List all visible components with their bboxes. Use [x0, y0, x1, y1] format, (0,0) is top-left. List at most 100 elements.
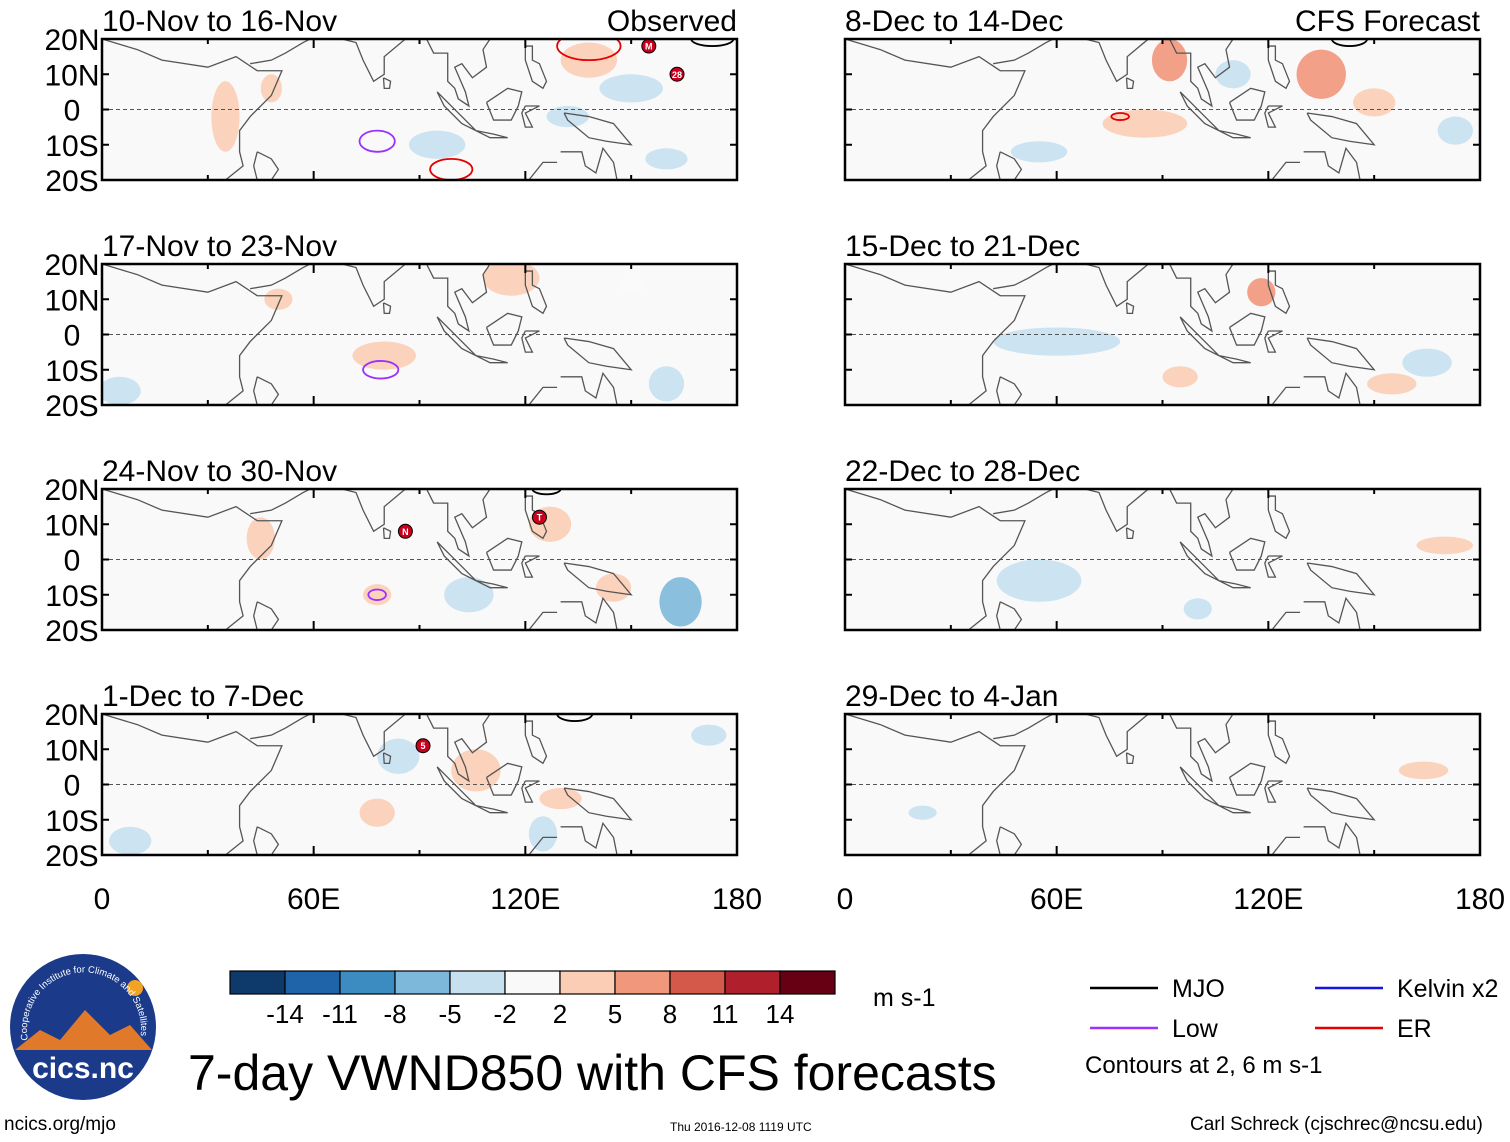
logo-mountains — [15, 1010, 152, 1050]
shading-patch — [1151, 39, 1188, 82]
storm-marker: 5 — [415, 738, 431, 754]
storm-id: 28 — [672, 70, 682, 80]
y-tick-label: 10S — [45, 130, 98, 163]
philippines-coast — [524, 270, 548, 315]
panel-field: 5 — [102, 714, 737, 855]
y-tick-label: 0 — [64, 545, 81, 578]
x-tick-label: 0 — [837, 883, 854, 916]
java-coast — [1218, 580, 1251, 589]
new-guinea-coast — [563, 112, 633, 146]
contour-legend: MJO Kelvin x2 Low ER — [1090, 975, 1498, 1043]
colorbar-label: 11 — [712, 999, 739, 1029]
sulawesi-coast — [521, 555, 540, 578]
australia-north-coast — [1303, 371, 1361, 405]
india-coast — [341, 489, 406, 533]
footer-timestamp: Thu 2016-12-08 1119 UTC — [670, 1120, 812, 1134]
y-tick-label: 20S — [45, 615, 98, 648]
legend-label: Kelvin x2 — [1397, 975, 1498, 1003]
java-coast — [1218, 130, 1251, 139]
sulawesi-coast — [521, 330, 540, 353]
australia-north-coast — [560, 371, 618, 405]
colorbar-swatch — [339, 970, 396, 995]
australia-west-coast — [528, 836, 558, 855]
shading-patch — [1010, 141, 1068, 163]
y-tick-label: 0 — [64, 770, 81, 803]
footer-website: ncics.org/mjo — [4, 1114, 116, 1135]
africa-coast — [845, 39, 1026, 180]
shading-patch — [645, 148, 688, 170]
borneo-coast — [1228, 312, 1266, 346]
india-coast — [1084, 489, 1149, 533]
shading-patch — [539, 788, 582, 810]
india-coast — [341, 714, 406, 758]
shading-patch — [246, 517, 275, 560]
shading-patch — [996, 559, 1082, 602]
y-tick-label: 10S — [45, 580, 98, 613]
philippines-coast — [524, 720, 548, 765]
panel-title: 29-Dec to 4-Jan — [845, 680, 1058, 713]
colorbar-label: 14 — [766, 999, 795, 1029]
y-tick-label: 20N — [44, 699, 99, 732]
australia-north-coast — [560, 596, 618, 630]
shading-patch — [648, 366, 685, 402]
australia-north-coast — [1303, 146, 1361, 180]
india-coast — [1084, 264, 1149, 308]
indochina-coast — [1168, 264, 1234, 333]
sulawesi-coast — [1264, 555, 1283, 578]
colorbar-label: -8 — [383, 999, 406, 1029]
panel-title: 8-Dec to 14-Dec — [845, 5, 1063, 38]
australia-west-coast — [1271, 161, 1301, 180]
shading-patch — [993, 327, 1121, 356]
x-tick-label: 60E — [287, 883, 340, 916]
sri-lanka-coast — [1125, 302, 1135, 315]
shading-patch — [352, 341, 416, 370]
arabia-coast — [993, 39, 1054, 65]
arabia-coast — [250, 264, 311, 290]
storm-icon — [531, 509, 547, 525]
storm-icon — [397, 523, 413, 539]
shading-patch — [1437, 116, 1473, 145]
colorbar-label: -2 — [493, 999, 516, 1029]
shading-patch — [659, 577, 702, 627]
sri-lanka-coast — [1125, 77, 1135, 89]
sri-lanka-coast — [1125, 752, 1135, 764]
shading-patch — [377, 738, 420, 774]
colorbar-label: -11 — [322, 999, 358, 1029]
indochina-coast — [425, 264, 491, 333]
java-coast — [475, 355, 508, 364]
shading-patch — [363, 584, 392, 606]
indochina-coast — [1168, 489, 1234, 558]
contour-low — [367, 588, 387, 601]
australia-west-coast — [528, 161, 558, 180]
shading-patch — [691, 724, 727, 746]
panel-8: 29-Dec to 4-Jan 0 60E 120E 180 — [837, 680, 1505, 916]
colorbar-swatch — [229, 970, 286, 995]
australia-north-coast — [560, 821, 618, 855]
storm-id: M — [645, 42, 653, 52]
shading-patch — [264, 288, 293, 310]
figure-title: 7-day VWND850 with CFS forecasts — [188, 1045, 997, 1101]
colorbar-swatch — [504, 970, 561, 995]
panel-field — [845, 264, 1480, 405]
y-tick-label: 20S — [45, 840, 98, 873]
australia-north-coast — [1303, 821, 1361, 855]
java-coast — [475, 130, 508, 139]
colorbar: -14 -11 -8 -5 -2 2 5 8 11 14 — [229, 970, 836, 1029]
africa-coast — [102, 489, 283, 630]
shading-patch — [451, 749, 501, 792]
madagascar-coast — [996, 826, 1023, 855]
sri-lanka-coast — [382, 752, 392, 764]
legend-label: Low — [1172, 1015, 1219, 1043]
contour-mjo — [531, 489, 562, 496]
panel-field: NT — [102, 489, 737, 630]
shading-patch — [1402, 348, 1452, 377]
sri-lanka-coast — [1125, 527, 1135, 539]
indochina-coast — [425, 489, 491, 558]
madagascar-coast — [253, 826, 280, 855]
panel-title: 24-Nov to 30-Nov — [102, 455, 337, 488]
storm-icon — [669, 66, 685, 82]
legend-label: MJO — [1172, 975, 1225, 1003]
